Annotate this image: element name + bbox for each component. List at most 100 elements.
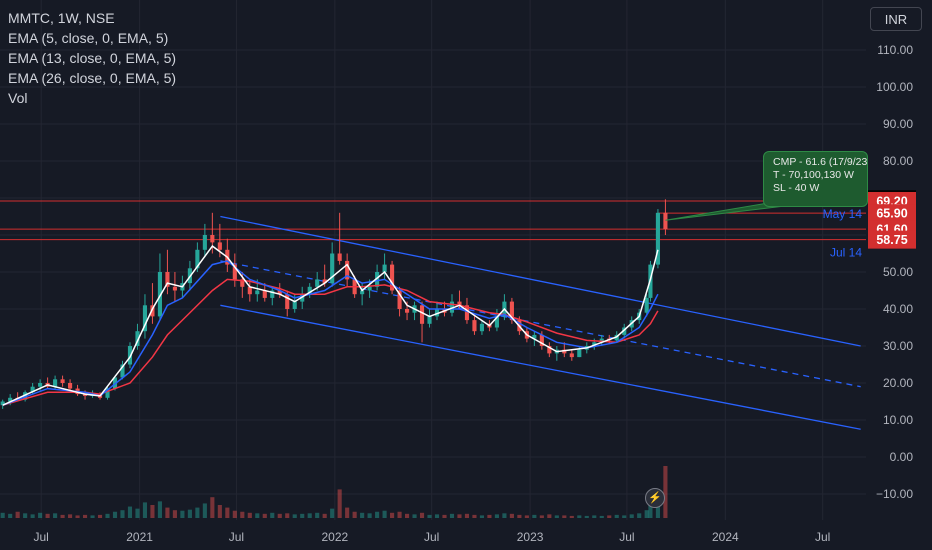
candle-body bbox=[330, 253, 335, 284]
time-tick-label: 2023 bbox=[517, 530, 544, 544]
volume-bar bbox=[663, 466, 668, 518]
candle-body bbox=[532, 334, 537, 339]
time-axis[interactable]: Jul 2021 Jul 2022 Jul 2023 Jul 2024 Jul bbox=[0, 522, 866, 550]
candle-body bbox=[644, 297, 649, 313]
volume-bar bbox=[644, 510, 649, 518]
volume-bar bbox=[97, 514, 103, 518]
channel-middle-line bbox=[220, 260, 861, 388]
candle-body bbox=[562, 349, 567, 354]
ema13-line bbox=[2, 260, 659, 406]
candle-body bbox=[434, 309, 440, 317]
volume-bar bbox=[60, 514, 65, 518]
time-tick-label: Jul bbox=[815, 530, 830, 544]
legend-ema26[interactable]: EMA (26, close, 0, EMA, 5) bbox=[8, 70, 177, 86]
volume-bar bbox=[15, 511, 20, 518]
candle-body bbox=[599, 338, 604, 343]
candle-body bbox=[292, 301, 297, 309]
callout-line-target: T - 70,100,130 W bbox=[773, 169, 854, 181]
price-tick-label: 80.00 bbox=[883, 154, 913, 168]
candle-body bbox=[592, 342, 597, 346]
currency-button[interactable]: INR bbox=[870, 7, 922, 31]
volume-bar bbox=[172, 510, 177, 518]
volume-bar bbox=[517, 514, 522, 518]
volume-bar bbox=[457, 514, 462, 518]
ema5-line bbox=[2, 245, 659, 406]
volume-bar bbox=[479, 515, 485, 518]
candle-body bbox=[494, 316, 499, 328]
volume-bar bbox=[337, 489, 342, 518]
candle-body bbox=[195, 249, 200, 269]
candle-body bbox=[38, 383, 43, 387]
volume-bar bbox=[68, 514, 73, 518]
volume-bar bbox=[577, 515, 582, 518]
candle-body bbox=[577, 349, 582, 358]
candle-body bbox=[60, 379, 65, 383]
volume-bar bbox=[352, 511, 357, 518]
candle-body bbox=[172, 286, 177, 291]
channel-upper-line bbox=[220, 215, 861, 347]
time-tick-label: Jul bbox=[424, 530, 439, 544]
candle-body bbox=[0, 401, 5, 406]
date-marker-label: May 14 bbox=[823, 207, 863, 221]
candle-body bbox=[157, 272, 162, 317]
volume-bar bbox=[427, 514, 432, 518]
volume-bar bbox=[434, 514, 440, 518]
annotations: May 14 Jul 14 bbox=[665, 202, 863, 260]
volume-bar bbox=[105, 513, 110, 518]
lightning-icon[interactable]: ⚡ bbox=[645, 488, 665, 508]
legend-volume[interactable]: Vol bbox=[8, 90, 28, 106]
price-tick-label: 50.00 bbox=[883, 265, 913, 279]
volume-bar bbox=[367, 513, 372, 518]
volume-bar bbox=[292, 514, 297, 518]
volume-bar bbox=[307, 513, 312, 518]
candle-body bbox=[375, 272, 380, 287]
volume-bar bbox=[412, 514, 417, 518]
volume-bar bbox=[524, 515, 529, 518]
volume-bar bbox=[607, 515, 612, 518]
volume-bar bbox=[232, 510, 237, 518]
legend-title[interactable]: MMTC, 1W, NSE bbox=[8, 10, 115, 26]
volume-bar bbox=[23, 513, 28, 518]
volume-bar bbox=[539, 515, 544, 518]
candle-body bbox=[105, 388, 110, 398]
candle-body bbox=[539, 334, 544, 346]
volume-bar bbox=[255, 513, 260, 518]
volume-bar bbox=[547, 514, 552, 518]
candle-body bbox=[202, 235, 207, 250]
candle-body bbox=[419, 305, 425, 324]
legend-ema5[interactable]: EMA (5, close, 0, EMA, 5) bbox=[8, 30, 169, 46]
volume-bar bbox=[270, 512, 275, 518]
candle-body bbox=[457, 301, 462, 306]
horizontal-levels bbox=[0, 200, 866, 241]
callout-line-cmp: CMP - 61.6 (17/9/23) bbox=[773, 156, 868, 168]
time-axis-bg bbox=[0, 522, 866, 550]
volume-bar bbox=[562, 515, 567, 518]
candlestick-series bbox=[0, 199, 668, 409]
trade-callout[interactable]: CMP - 61.6 (17/9/23) T - 70,100,130 W SL… bbox=[763, 151, 868, 207]
volume-bar bbox=[554, 515, 559, 518]
candle-body bbox=[345, 260, 350, 280]
candle-body bbox=[322, 279, 327, 284]
volume-bar bbox=[202, 503, 207, 518]
volume-bar bbox=[419, 512, 425, 518]
volume-bar bbox=[509, 513, 514, 518]
channel-lower-line bbox=[220, 304, 861, 430]
candle-body bbox=[300, 294, 305, 302]
volume-bar bbox=[345, 507, 350, 518]
volume-bar bbox=[195, 507, 200, 518]
candle-body bbox=[663, 212, 668, 230]
price-tick-label: 100.00 bbox=[876, 80, 913, 94]
candle-body bbox=[622, 327, 627, 335]
volume-bar bbox=[629, 514, 634, 518]
volume-bar bbox=[217, 505, 222, 518]
time-tick-label: Jul bbox=[34, 530, 49, 544]
candle-body bbox=[472, 320, 477, 332]
volume-bar bbox=[165, 507, 170, 518]
volume-bar bbox=[442, 514, 447, 518]
legend-ema13[interactable]: EMA (13, close, 0, EMA, 5) bbox=[8, 50, 177, 66]
price-label-value: 58.75 bbox=[876, 233, 907, 247]
time-tick-label: 2021 bbox=[126, 530, 153, 544]
price-axis[interactable]: 110.00100.0090.0080.0070.0060.0050.0040.… bbox=[866, 0, 932, 550]
candle-body bbox=[655, 212, 660, 265]
